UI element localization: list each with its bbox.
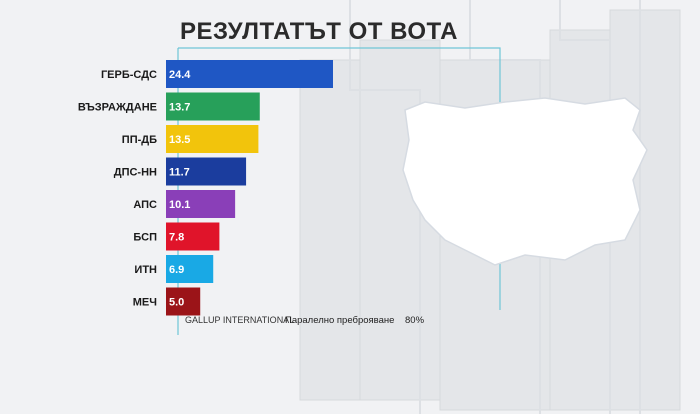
bulgaria-map (402, 97, 648, 266)
bar-category-label: БСП (133, 232, 157, 244)
source-label: GALLUP INTERNATIONAL (185, 315, 295, 325)
parallel-count-label: Паралелно преброяване (285, 315, 395, 326)
bar (166, 190, 236, 218)
bar (166, 255, 214, 283)
bar-value-label: 7.8 (169, 232, 184, 244)
bar-category-label: ГЕРБ-СДС (101, 69, 157, 81)
bar (166, 125, 259, 153)
bar-value-label: 13.5 (169, 134, 190, 146)
bar (166, 92, 260, 121)
bar-category-label: ИТН (134, 264, 157, 276)
bar (166, 287, 201, 316)
bar-value-label: 5.0 (169, 297, 184, 309)
bar-category-label: ПП-ДБ (122, 134, 157, 146)
bar-value-label: 6.9 (169, 264, 184, 276)
bar-category-label: МЕЧ (133, 297, 157, 309)
bar-value-label: 11.7 (169, 167, 190, 179)
bar-category-label: ВЪЗРАЖДАНЕ (78, 102, 157, 114)
bar (166, 60, 333, 88)
bar-value-label: 13.7 (169, 102, 190, 114)
bar-category-label: АПС (133, 199, 157, 211)
bar-category-label: ДПС-НН (114, 167, 157, 179)
bar (166, 222, 220, 251)
parallel-count-value: 80% (405, 315, 425, 326)
page-title: РЕЗУЛТАТЪТ ОТ ВОТА (180, 18, 459, 45)
bar-value-label: 10.1 (169, 199, 190, 211)
bar-value-label: 24.4 (169, 69, 191, 81)
bar (166, 157, 247, 186)
